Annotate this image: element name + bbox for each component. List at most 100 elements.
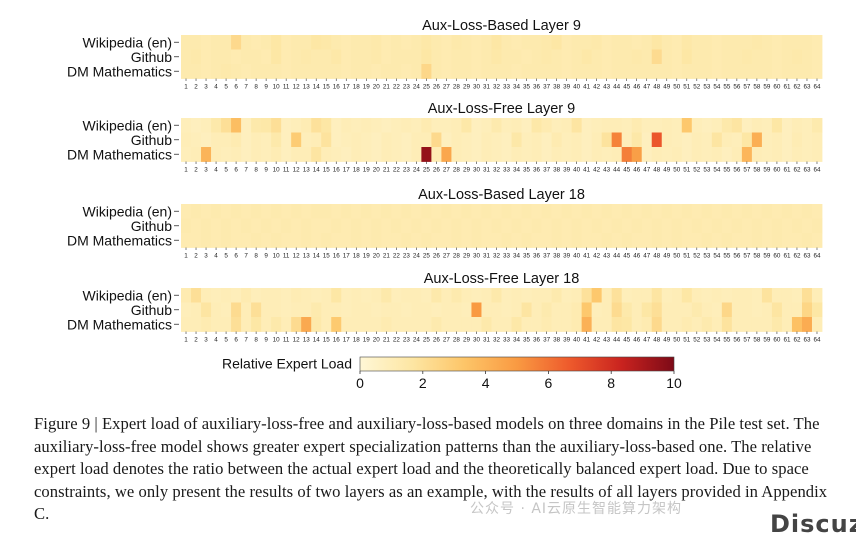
heatmap-cell (651, 233, 663, 248)
x-tick-label: 52 (693, 167, 701, 174)
heatmap-cell (751, 35, 763, 50)
heatmap-cell (811, 132, 823, 148)
heatmap-cell (721, 35, 733, 50)
x-tick-label: 4 (214, 84, 218, 91)
heatmap-cell (471, 317, 482, 332)
heatmap-cell (721, 288, 733, 303)
heatmap-cell (311, 302, 322, 318)
heatmap-cell (221, 64, 232, 79)
x-tick-label: 58 (753, 167, 761, 174)
heatmap-cell (741, 218, 753, 234)
x-tick-label: 42 (593, 337, 601, 344)
x-tick-label: 18 (353, 167, 361, 174)
heatmap-cell (721, 64, 733, 79)
heatmap-cell (681, 302, 693, 318)
heatmap-cell (191, 118, 202, 133)
heatmap-cell (301, 233, 312, 248)
heatmap-cell (191, 49, 202, 65)
x-tick-label: 43 (603, 84, 611, 91)
heatmap-cell (511, 317, 522, 332)
heatmap-cell (751, 49, 763, 65)
heatmap-cell (791, 35, 803, 50)
heatmap-cell (661, 317, 673, 332)
heatmap-cell (241, 218, 252, 234)
x-tick-label: 3 (204, 337, 208, 344)
heatmap-cell (341, 118, 352, 133)
heatmap-cell (521, 233, 532, 248)
x-tick-label: 2 (194, 167, 198, 174)
panel-title: Aux-Loss-Based Layer 9 (422, 18, 581, 34)
heatmap-cell (781, 64, 793, 79)
heatmap-cell (611, 218, 623, 234)
heatmap-cell (711, 49, 723, 65)
x-tick-label: 19 (363, 337, 371, 344)
heatmap-cell (361, 233, 372, 248)
x-tick-label: 5 (224, 253, 228, 260)
x-tick-label: 24 (413, 253, 421, 260)
heatmap-cell (241, 317, 252, 332)
x-tick-label: 14 (313, 167, 321, 174)
heatmap-cell (271, 147, 282, 162)
heatmap-cell (411, 317, 422, 332)
x-tick-label: 51 (683, 84, 691, 91)
heatmap-cell (611, 49, 623, 65)
heatmap-cell (631, 233, 643, 248)
x-tick-label: 36 (533, 253, 541, 260)
heatmap-cell (591, 35, 603, 50)
x-tick-label: 23 (403, 167, 411, 174)
heatmap-cell (491, 317, 502, 332)
heatmap-cell (711, 317, 723, 332)
heatmap-cell (491, 35, 502, 50)
heatmap-cell (791, 302, 803, 318)
x-tick-label: 17 (343, 253, 351, 260)
row-label: DM Mathematics (67, 146, 172, 162)
heatmap-cell (801, 317, 813, 332)
heatmap-cell (571, 147, 583, 162)
x-tick-label: 33 (503, 167, 511, 174)
heatmap-cell (811, 147, 823, 162)
heatmap-cell (421, 233, 432, 248)
heatmap-cell (621, 132, 633, 148)
heatmap-cell (651, 64, 663, 79)
heatmap-cell (181, 49, 192, 65)
heatmap-cell (601, 233, 613, 248)
heatmap-cell (801, 35, 813, 50)
heatmap-cell (731, 147, 743, 162)
x-tick-label: 60 (773, 167, 781, 174)
row-label: DM Mathematics (67, 63, 172, 79)
heatmap-cell (801, 218, 813, 234)
heatmap-cell (261, 218, 272, 234)
heatmap-cell (471, 233, 482, 248)
x-tick-label: 4 (214, 337, 218, 344)
heatmap-cell (541, 233, 552, 248)
heatmap-cell (481, 204, 492, 219)
x-tick-label: 48 (653, 253, 661, 260)
heatmap-cell (611, 147, 623, 162)
x-tick-label: 30 (473, 167, 481, 174)
heatmap-cell (731, 49, 743, 65)
heatmap-cell (611, 204, 623, 219)
heatmap-cell (571, 132, 583, 148)
x-tick-label: 56 (733, 253, 741, 260)
heatmap-cell (181, 317, 192, 332)
heatmap-cell (681, 35, 693, 50)
heatmap-cell (631, 64, 643, 79)
heatmap-cell (321, 204, 332, 219)
heatmap-cell (251, 302, 262, 318)
heatmap-cell (371, 218, 382, 234)
x-tick-label: 32 (493, 167, 501, 174)
heatmap-cell (321, 317, 332, 332)
x-tick-label: 20 (373, 167, 381, 174)
panel-title: Aux-Loss-Free Layer 18 (424, 271, 580, 287)
heatmap-cell (261, 302, 272, 318)
heatmap-cell (501, 35, 512, 50)
heatmap-cell (521, 218, 532, 234)
heatmap-cell (451, 302, 462, 318)
heatmap-cell (361, 132, 372, 148)
heatmap-cell (401, 49, 412, 65)
x-tick-label: 7 (244, 84, 248, 91)
heatmap-cell (271, 49, 282, 65)
heatmap-cell (291, 233, 302, 248)
heatmap-cell (731, 233, 743, 248)
heatmap-cell (381, 317, 392, 332)
